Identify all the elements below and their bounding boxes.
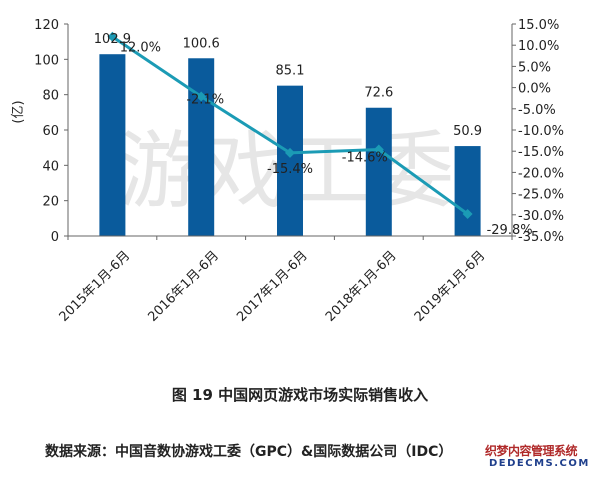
y-tick-label: 80 (42, 89, 59, 104)
growth-marker-1 (196, 91, 207, 102)
bar-value-label-3: 72.6 (364, 86, 393, 101)
bar-4 (454, 146, 481, 236)
category-label-2: 2017年1月-6月 (234, 248, 311, 325)
y2-tick-label: -5.0% (518, 103, 556, 118)
category-labels-group: 2015年1月-6月 2016年1月-6月 2017年1月-6月 2018年1月-6月… (57, 236, 513, 325)
growth-marker-2 (285, 147, 295, 158)
logo-text-en: DEDECMS.COM (489, 458, 590, 469)
y2-tick-label: 10.0% (518, 39, 559, 54)
bar-value-label-4: 50.9 (453, 124, 482, 139)
y2-tick-label: -20.0% (518, 166, 564, 181)
ticks-group: 0 20 40 60 80 100 120 -35.0% -30.0% -25.0% -20.0% -… (34, 18, 564, 245)
y2-tick-label: -30.0% (518, 209, 564, 224)
y-tick-label: 60 (42, 124, 59, 139)
growth-label-3: -14.6% (342, 151, 388, 166)
category-label-3: 2018年1月-6月 (323, 248, 400, 325)
growth-line-group (107, 31, 473, 219)
growth-label-2: -15.4% (267, 162, 313, 177)
y2-tick-label: -25.0% (518, 188, 564, 203)
bars-group (99, 54, 481, 237)
bar-2 (277, 85, 303, 236)
growth-label-1: -2.1% (186, 93, 224, 108)
y2-tick-label: -35.0% (518, 230, 564, 245)
y-tick-label: 20 (42, 195, 59, 210)
category-label-1: 2016年1月-6月 (145, 248, 222, 325)
y-tick-label: 100 (34, 53, 59, 68)
growth-marker-4 (462, 208, 473, 219)
chart: 游戏工委 020406080100120-35.0%-30.0%-25.0%-2… (11, 18, 564, 325)
figure-caption: 图 19 中国网页游戏市场实际销售收入 (171, 386, 429, 404)
y2-tick-label: 15.0% (518, 18, 559, 33)
y-tick-label: 120 (34, 18, 59, 33)
logo-text-cn: 织梦内容管理系统 (485, 444, 578, 458)
y-tick-label: 40 (42, 159, 59, 174)
growth-marker-3 (373, 144, 384, 155)
y2-tick-label: -15.0% (518, 145, 564, 160)
bar-3 (365, 107, 392, 237)
y2-tick-label: -10.0% (518, 124, 564, 139)
data-labels-group: 102.9 100.6 85.1 72.6 50.9 12.0% -2.1% -15.4% -1… (94, 32, 533, 238)
bar-value-label-0: 102.9 (94, 32, 131, 47)
growth-marker-0 (107, 31, 118, 42)
growth-label-4: -29.8% (487, 223, 533, 238)
category-label-0: 2015年1月-6月 (57, 248, 134, 325)
y2-tick-label: 0.0% (518, 82, 551, 97)
bar-value-label-2: 85.1 (276, 64, 305, 79)
y2-tick-label: 5.0% (518, 60, 551, 75)
category-label-4: 2019年1月-6月 (412, 248, 489, 325)
bar-0 (99, 54, 126, 237)
y-axis-label: (亿) (11, 100, 26, 123)
site-logo: 织梦内容管理系统 DEDECMS.COM (485, 444, 597, 474)
y-tick-label: 0 (51, 230, 59, 245)
growth-label-0: 12.0% (120, 41, 161, 56)
bar-1 (188, 58, 215, 237)
data-source: 数据来源：中国音数协游戏工委（GPC）&国际数据公司（IDC） (45, 444, 453, 460)
bar-value-label-1: 100.6 (183, 36, 220, 51)
